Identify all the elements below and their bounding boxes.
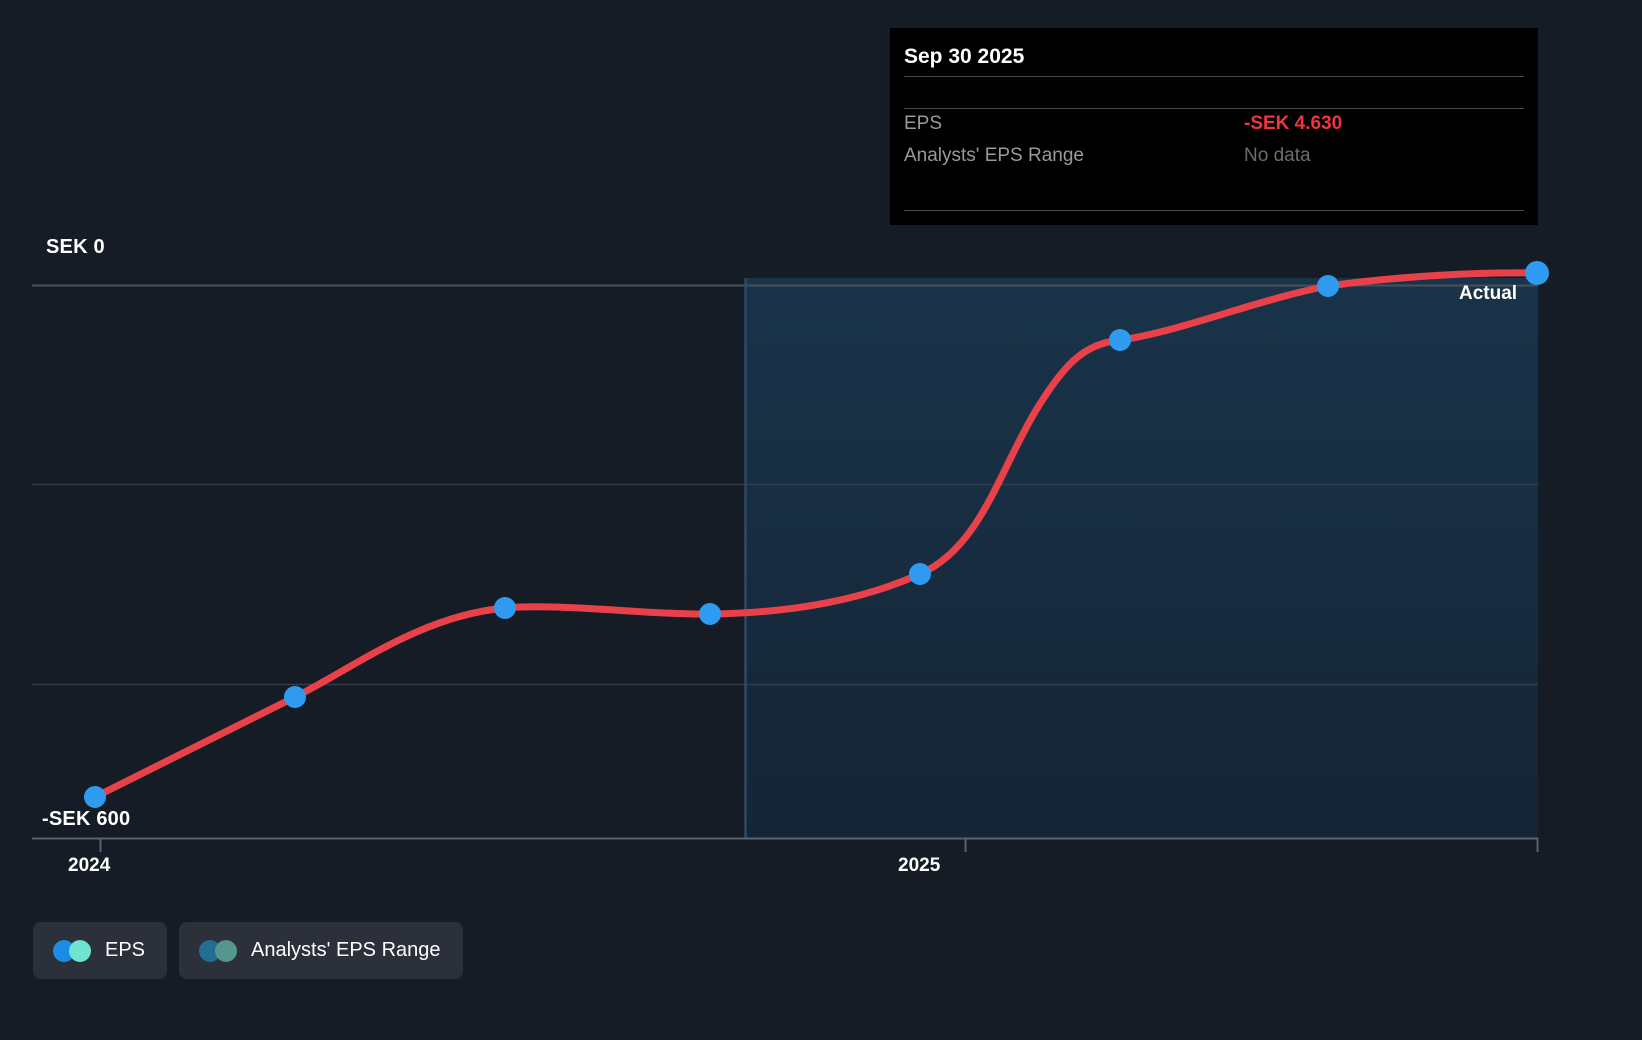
data-point-selected [1525,261,1549,285]
x-axis-tick-label-2024: 2024 [68,855,111,876]
y-axis-bottom-label: -SEK 600 [42,808,131,830]
legend-color-swatch-icon [53,939,91,962]
chart-tooltip: Sep 30 2025 EPS -SEK 4.630 Analysts' EPS… [890,28,1538,225]
legend-item-eps[interactable]: EPS [33,922,168,979]
chart-legend: EPS Analysts' EPS Range [33,922,463,979]
tooltip-divider [904,210,1524,211]
data-point [909,563,931,585]
actual-annotation-label: Actual [1459,283,1518,304]
tooltip-row-eps: EPS -SEK 4.630 [904,108,1524,140]
tooltip-row-analysts-range: Analysts' EPS Range No data [904,140,1524,172]
data-point [284,686,306,708]
data-point [1109,329,1131,351]
y-axis-top-label: SEK 0 [46,236,105,258]
x-axis-tick-label-2025: 2025 [898,855,941,876]
data-point [84,786,106,808]
data-point [494,597,516,619]
legend-item-label: Analysts' EPS Range [251,939,441,961]
tooltip-date: Sep 30 2025 [904,45,1025,68]
legend-item-analysts-eps-range[interactable]: Analysts' EPS Range [179,922,463,979]
tooltip-row-label: Analysts' EPS Range [904,145,1084,166]
tooltip-row-label: EPS [904,113,943,134]
tooltip-divider [904,76,1524,77]
data-point [1317,275,1339,297]
legend-color-swatch-icon [199,939,238,962]
data-point [699,603,721,625]
eps-data-points [84,261,1549,808]
forecast-band [745,278,1538,838]
tooltip-row-value: -SEK 4.630 [1244,113,1343,134]
tooltip-row-value: No data [1244,145,1311,166]
tooltip-divider [904,108,1524,109]
legend-item-label: EPS [105,939,146,961]
